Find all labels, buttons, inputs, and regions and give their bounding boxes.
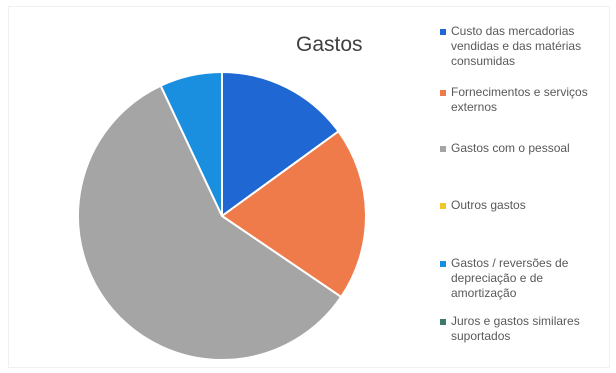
legend-swatch <box>440 319 446 325</box>
pie-slice <box>220 129 367 299</box>
legend-label: Gastos com o pessoal <box>451 141 570 155</box>
legend-label: Gastos / reversões de depreciação e de a… <box>451 256 569 300</box>
pie-slice <box>77 84 343 361</box>
legend-item: Outros gastos <box>440 198 610 213</box>
legend-label: Fornecimentos e serviços externos <box>451 85 588 114</box>
legend-swatch <box>440 146 446 152</box>
legend-item: Gastos com o pessoal <box>440 141 610 156</box>
legend-item: Juros e gastos similares suportados <box>440 314 610 344</box>
pie-slice <box>221 70 340 218</box>
legend-label: Custo das mercadorias vendidas e das mat… <box>451 24 582 68</box>
legend-item: Gastos / reversões de depreciação e de a… <box>440 256 610 301</box>
legend-item: Custo das mercadorias vendidas e das mat… <box>440 24 610 69</box>
legend-swatch <box>440 90 446 96</box>
legend-swatch <box>440 203 446 209</box>
legend-label: Outros gastos <box>451 198 526 212</box>
chart-title: Gastos <box>296 33 363 56</box>
pie-slice <box>159 70 223 217</box>
legend-item: Fornecimentos e serviços externos <box>440 85 610 115</box>
legend-label: Juros e gastos similares suportados <box>451 314 580 343</box>
legend-swatch <box>440 261 446 267</box>
legend-swatch <box>440 29 446 35</box>
